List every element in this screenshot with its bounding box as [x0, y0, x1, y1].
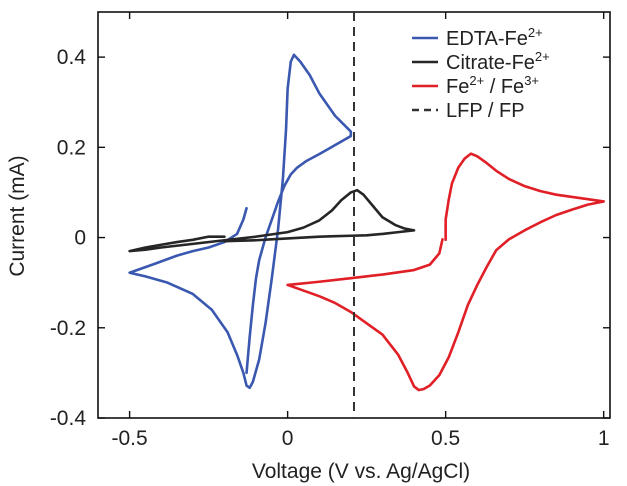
x-tick-label: -0.5: [112, 427, 148, 450]
legend-label-edta-fe: EDTA-Fe2+: [446, 25, 543, 50]
x-axis-label: Voltage (V vs. Ag/AgCl): [252, 460, 470, 483]
legend-label-fe: Fe2+ / Fe3+: [446, 73, 539, 98]
legend-layer: EDTA-Fe2+Citrate-Fe2+Fe2+ / Fe3+LFP / FP: [412, 25, 550, 122]
y-tick-label: -0.4: [50, 407, 87, 430]
y-tick-label: 0: [74, 227, 86, 250]
series-layer: [128, 12, 605, 418]
y-tick-label: -0.2: [50, 317, 86, 340]
legend-label-lfp-fp: LFP / FP: [446, 100, 525, 122]
series-line-citrate-fe-1: [128, 188, 416, 253]
series-line-fe-2: [286, 152, 605, 392]
x-tick-label: 1: [598, 427, 610, 450]
x-tick-label: 0.5: [431, 427, 460, 450]
series-line-edta-fe-0: [128, 53, 353, 390]
y-tick-label: 0.2: [57, 136, 86, 159]
x-tick-label: 0: [282, 427, 294, 450]
legend-label-citrate-fe: Citrate-Fe2+: [446, 49, 550, 74]
y-tick-label: 0.4: [57, 46, 87, 69]
ticks-layer: -0.5 0 0.5 1 -0.4 -0.2 0 0.2 0.4: [50, 12, 610, 450]
y-axis-label: Current (mA): [6, 155, 29, 276]
